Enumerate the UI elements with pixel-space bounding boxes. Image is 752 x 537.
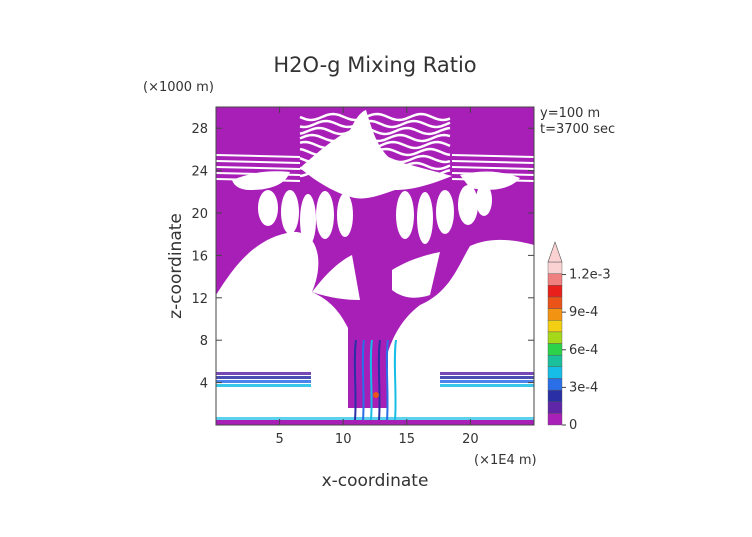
colorbar-segment — [547, 389, 563, 402]
band-left — [216, 372, 311, 375]
oscillation-stripes — [216, 112, 534, 182]
colorbar-segment — [547, 401, 563, 414]
colorbar-label: 3e-4 — [569, 380, 598, 395]
axis-ticks: 5 10 15 20 4 8 12 16 20 24 28 — [191, 107, 534, 447]
stripe — [451, 160, 534, 164]
plume-filament — [385, 339, 389, 421]
colorbar-label: 0 — [569, 418, 577, 433]
colorbar-segment — [547, 378, 563, 391]
colorbar-segment — [547, 354, 563, 367]
stripe — [216, 160, 301, 164]
y-tick-label: 28 — [191, 122, 208, 137]
y-tick-label: 8 — [200, 334, 208, 349]
y-tick-label: 12 — [191, 292, 208, 307]
x-tick-label: 20 — [462, 432, 479, 447]
colorbar-segment — [547, 331, 563, 344]
chart-title: H2O-g Mixing Ratio — [273, 53, 476, 77]
annotation-t: t=3700 sec — [540, 122, 615, 137]
stripe — [216, 166, 301, 170]
stripe — [451, 166, 534, 170]
plume-filament — [377, 339, 381, 421]
plume-filament — [353, 339, 357, 421]
band-right — [440, 380, 534, 383]
band-right — [440, 376, 534, 379]
stripe — [299, 126, 451, 136]
annotation-y: y=100 m — [540, 106, 600, 121]
x-unit-label: (×1E4 m) — [474, 453, 537, 468]
surface-band — [216, 417, 534, 420]
colorbar-segment — [547, 413, 563, 426]
y-unit-label: (×1000 m) — [143, 80, 214, 95]
y-tick-label: 20 — [191, 207, 208, 222]
colorbar-label: 9e-4 — [569, 305, 598, 320]
colorbar-segment — [547, 273, 563, 286]
y-tick-label: 16 — [191, 249, 208, 264]
plume-filament — [369, 339, 373, 421]
plume-filament — [361, 339, 365, 421]
band-right — [440, 372, 534, 375]
stripe — [451, 178, 534, 182]
stripe — [299, 133, 451, 143]
colorbar-segment — [547, 285, 563, 298]
band-right — [440, 384, 534, 387]
y-axis-label: z-coordinate — [166, 213, 186, 319]
x-tick-label: 5 — [275, 432, 283, 447]
stripe — [216, 178, 301, 182]
band-left — [216, 384, 311, 387]
central-plume — [216, 339, 534, 421]
x-axis-label: x-coordinate — [322, 471, 429, 491]
stripe — [216, 172, 301, 176]
stripe — [451, 154, 534, 158]
colorbar: 1.2e-3 9e-4 6e-4 3e-4 0 — [547, 241, 611, 433]
colorbar-extend-arrow — [547, 241, 563, 263]
x-tick-label: 15 — [399, 432, 416, 447]
x-tick-label: 10 — [335, 432, 352, 447]
band-left — [216, 380, 311, 383]
stripe — [299, 119, 451, 129]
colorbar-label: 1.2e-3 — [569, 268, 611, 283]
colorbar-segment — [547, 366, 563, 379]
stripe — [299, 140, 451, 150]
colorbar-segment — [547, 296, 563, 309]
plot-frame — [215, 106, 535, 426]
stripe — [299, 112, 451, 122]
stripe — [216, 154, 301, 158]
colorbar-segment — [547, 320, 563, 333]
stripe — [299, 161, 451, 171]
stripe — [451, 172, 534, 176]
plume-core — [373, 392, 379, 398]
colorbar-segment — [547, 308, 563, 321]
y-tick-label: 4 — [200, 377, 208, 392]
stripe — [299, 147, 451, 157]
heatmap-field — [216, 107, 534, 425]
colorbar-label: 6e-4 — [569, 343, 598, 358]
colorbar-segment — [547, 343, 563, 356]
stripe — [299, 154, 451, 164]
y-tick-label: 24 — [191, 165, 208, 180]
plume-filament — [393, 339, 397, 421]
stripe — [299, 168, 451, 178]
colorbar-segment — [547, 261, 563, 274]
band-left — [216, 376, 311, 379]
